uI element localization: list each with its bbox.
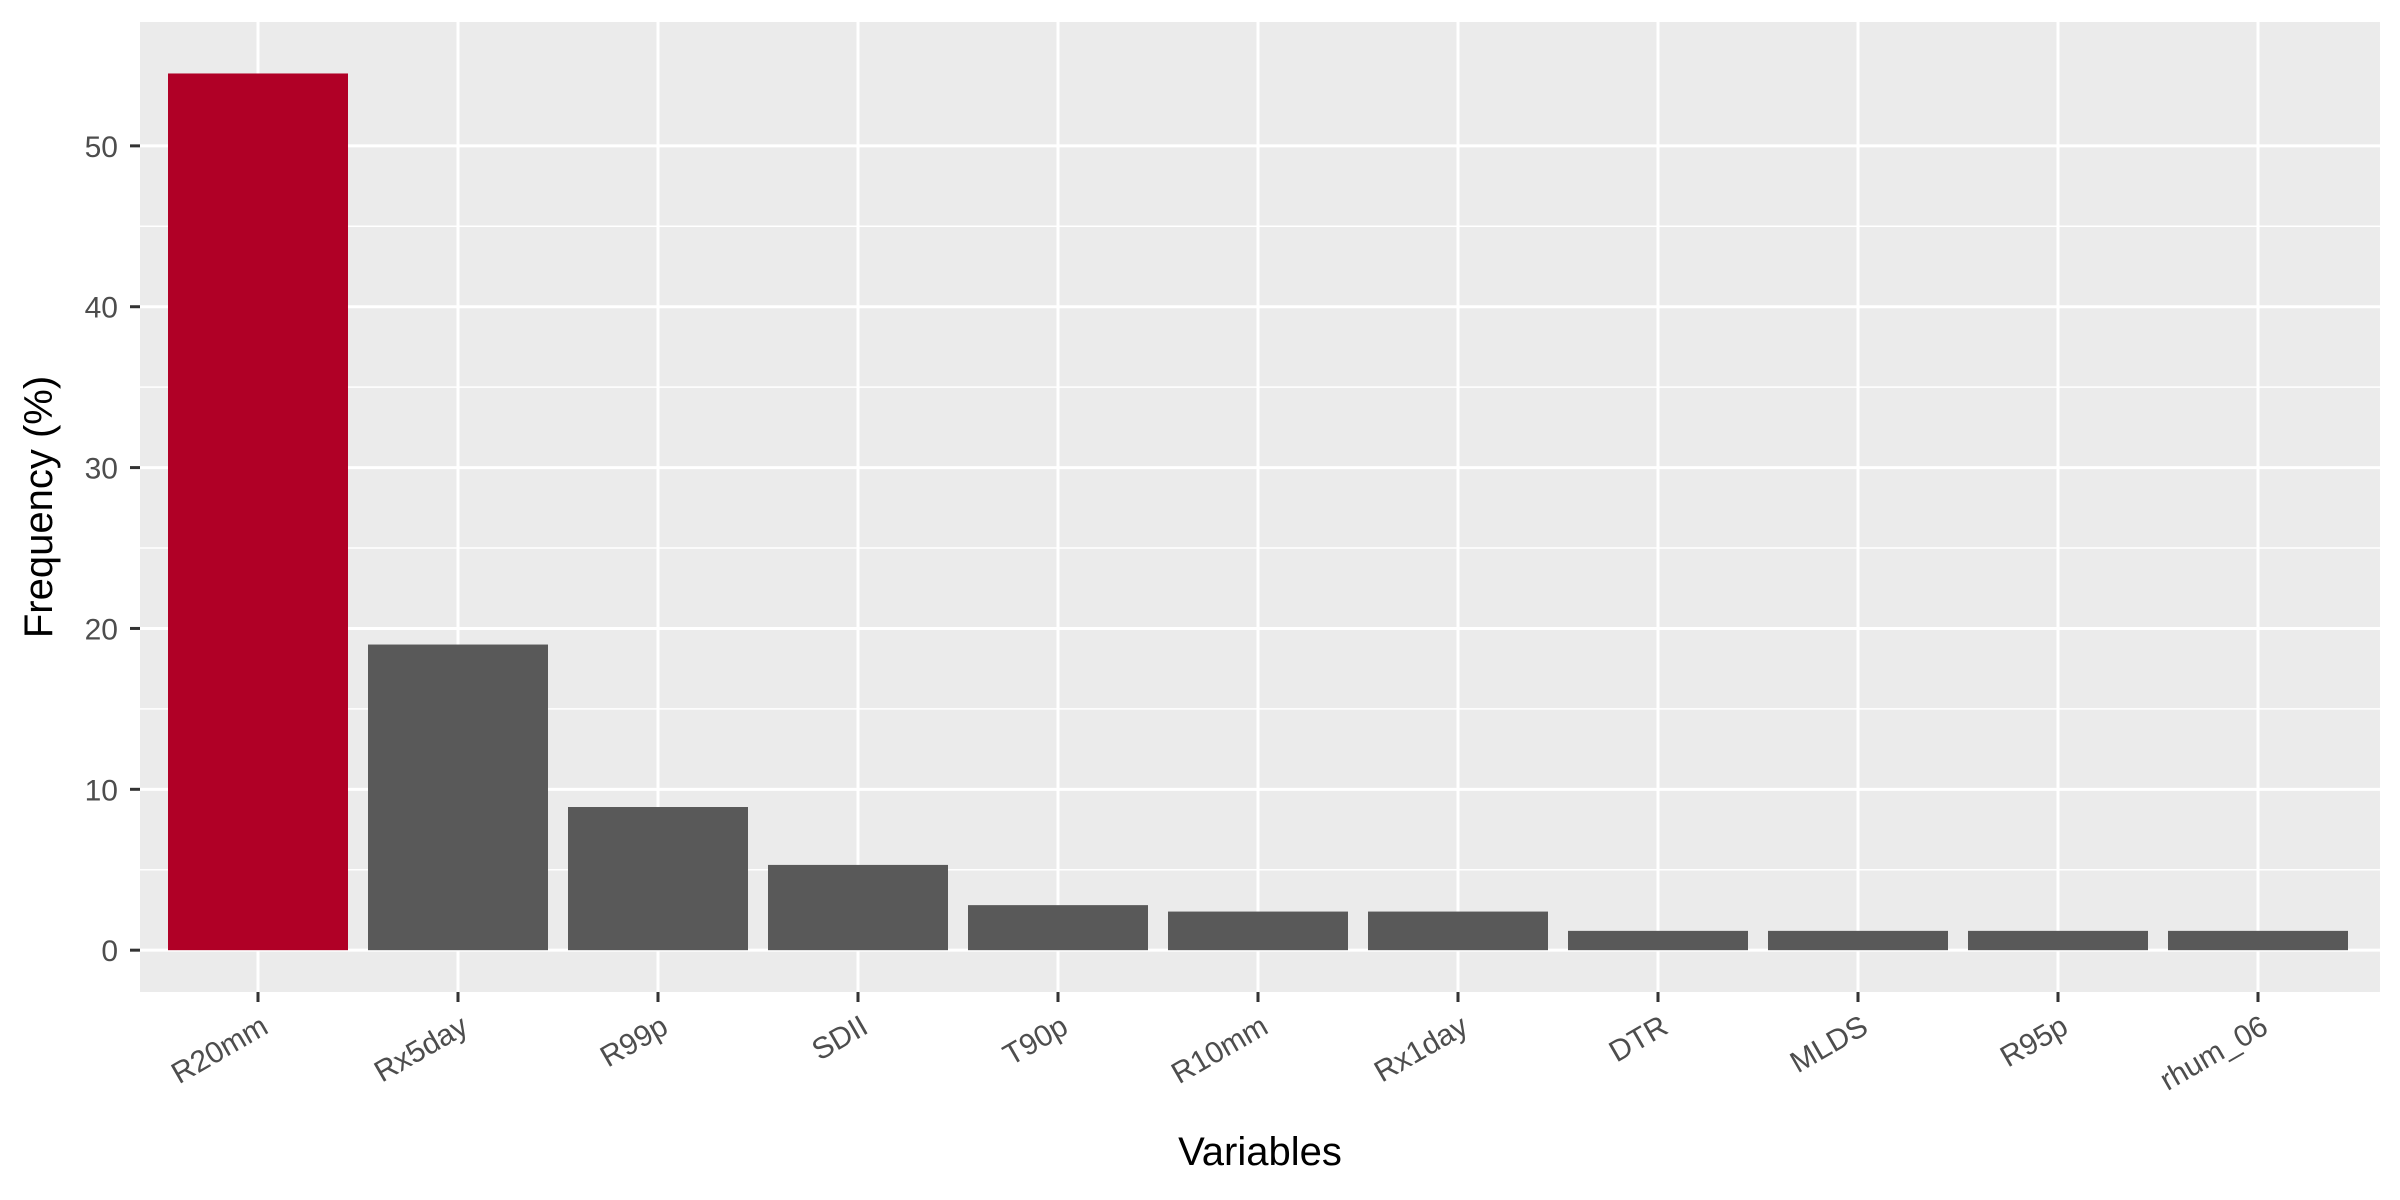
y-tick-label: 30	[85, 453, 118, 486]
bar	[1768, 930, 1948, 951]
bar	[368, 644, 548, 951]
x-tick-label: MLDS	[1785, 1009, 1874, 1079]
y-tick-label: 10	[85, 774, 118, 807]
x-tick-label: R10mm	[1166, 1009, 1273, 1090]
x-tick-label: Rx1day	[1369, 1009, 1474, 1088]
x-tick-label: R20mm	[166, 1009, 273, 1090]
x-tick-label: rhum_06	[2154, 1009, 2273, 1097]
x-tick-label: Rx5day	[369, 1009, 474, 1088]
x-axis: R20mm Rx5day R99p SDII T90p R10mm Rx1day DTR MLD…	[166, 992, 2274, 1097]
y-tick-label: 40	[85, 292, 118, 325]
bars	[168, 73, 2348, 951]
y-axis-title: Frequency (%)	[17, 376, 61, 638]
bar	[1568, 930, 1748, 951]
x-tick-label: R95p	[1995, 1009, 2074, 1073]
x-axis-title: Variables	[1178, 1130, 1342, 1174]
x-tick-label: T90p	[998, 1009, 1074, 1072]
x-tick-label: SDII	[806, 1009, 873, 1067]
x-tick-label: R99p	[595, 1009, 674, 1073]
bar	[1968, 930, 2148, 951]
y-tick-label: 50	[85, 131, 118, 164]
bar	[2168, 930, 2348, 951]
bar	[768, 864, 948, 951]
bar	[968, 905, 1148, 951]
bar	[568, 807, 748, 951]
y-tick-label: 20	[85, 613, 118, 646]
y-axis: 0 10 20 30 40 50	[85, 131, 140, 968]
y-tick-label: 0	[101, 935, 118, 968]
bar	[1368, 911, 1548, 951]
major-gridlines	[140, 22, 2380, 992]
bar	[1168, 911, 1348, 951]
x-tick-label: DTR	[1604, 1009, 1674, 1068]
bar	[168, 73, 348, 951]
